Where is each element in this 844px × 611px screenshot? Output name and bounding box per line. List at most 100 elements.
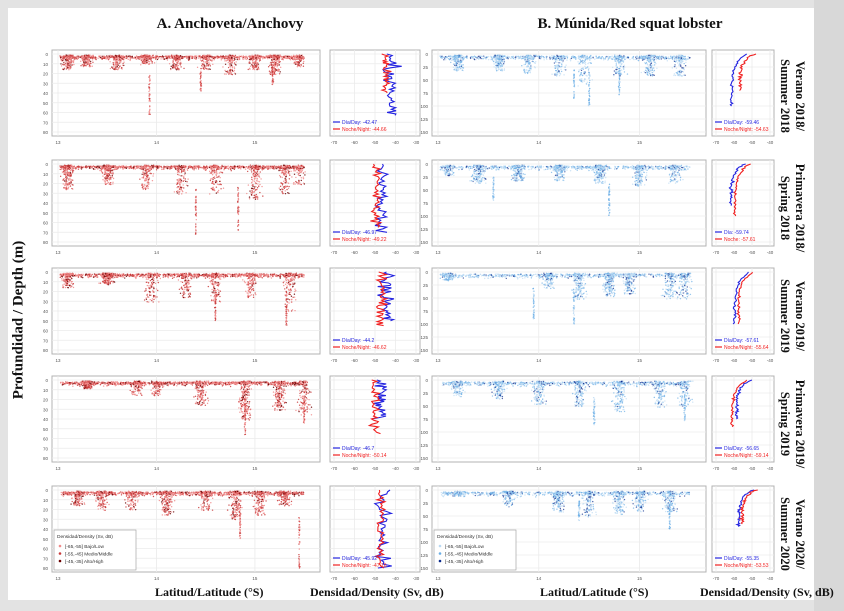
data-point <box>226 70 228 73</box>
data-point <box>582 68 585 70</box>
data-point <box>246 56 248 58</box>
data-point <box>497 62 499 65</box>
data-point <box>589 79 591 82</box>
data-point <box>649 64 652 66</box>
x-tick-label: -40 <box>392 140 399 145</box>
data-point <box>495 59 498 62</box>
data-point <box>267 66 270 68</box>
data-point <box>459 63 462 65</box>
data-point <box>673 74 675 77</box>
data-point <box>588 83 590 86</box>
data-point <box>203 68 206 70</box>
data-point <box>479 56 482 59</box>
data-point <box>77 168 80 170</box>
data-point <box>495 64 497 67</box>
data-point <box>149 57 152 59</box>
data-point <box>616 71 618 73</box>
data-point <box>84 59 86 61</box>
data-point <box>234 56 237 59</box>
data-point <box>653 71 655 73</box>
data-point <box>293 58 295 60</box>
data-point <box>233 69 236 72</box>
data-point <box>636 56 639 59</box>
data-point <box>235 64 237 66</box>
data-point <box>545 55 548 57</box>
data-point <box>279 66 282 69</box>
data-point <box>580 69 583 72</box>
data-point <box>573 77 575 80</box>
data-point <box>117 166 119 168</box>
data-point <box>73 59 75 61</box>
data-point <box>69 62 71 65</box>
data-point <box>573 93 575 95</box>
data-point <box>222 56 225 58</box>
data-point <box>252 62 254 65</box>
x-tick-label: -50 <box>749 140 756 145</box>
data-point <box>660 58 662 60</box>
data-point <box>144 54 146 56</box>
data-point <box>277 64 279 67</box>
data-point <box>291 57 293 60</box>
data-point <box>95 167 97 169</box>
data-point <box>449 56 451 59</box>
x-tick-label: -60 <box>351 140 358 145</box>
data-point <box>455 65 458 68</box>
data-point <box>63 64 65 66</box>
data-point <box>84 61 86 63</box>
data-point <box>133 56 136 58</box>
data-point <box>255 65 258 68</box>
data-point <box>640 71 642 74</box>
data-point <box>170 57 172 59</box>
data-point <box>86 55 89 57</box>
data-point <box>149 79 151 82</box>
data-point <box>533 66 536 68</box>
data-point <box>225 55 227 58</box>
data-point <box>109 54 111 57</box>
data-point <box>197 57 200 59</box>
data-point <box>460 67 462 70</box>
data-point <box>242 56 245 59</box>
data-point <box>573 84 576 86</box>
data-point <box>500 69 503 71</box>
data-point <box>64 184 66 187</box>
data-point <box>529 66 532 68</box>
data-point <box>154 55 157 58</box>
data-point <box>170 68 172 71</box>
data-point <box>648 61 651 64</box>
data-point <box>229 56 232 59</box>
data-point <box>73 165 75 168</box>
data-point <box>508 56 511 58</box>
data-point <box>490 56 493 58</box>
data-point <box>666 60 669 62</box>
data-point <box>294 59 297 61</box>
data-point <box>523 68 525 71</box>
data-point <box>532 56 535 58</box>
data-point <box>618 67 620 70</box>
data-point <box>86 57 88 59</box>
data-point <box>617 61 620 63</box>
data-point <box>94 168 96 170</box>
data-point <box>174 59 177 61</box>
data-point <box>553 62 556 64</box>
data-point <box>265 57 267 59</box>
data-point <box>161 168 163 171</box>
data-point <box>70 65 72 68</box>
data-point <box>493 60 495 63</box>
data-point <box>224 60 226 62</box>
data-point <box>258 60 261 62</box>
data-point <box>566 59 568 61</box>
data-point <box>471 57 474 59</box>
data-point <box>514 58 516 60</box>
data-point <box>618 63 620 65</box>
data-point <box>680 58 682 61</box>
data-point <box>502 58 505 61</box>
data-point <box>102 57 105 60</box>
data-point <box>224 63 227 65</box>
data-point <box>78 55 80 58</box>
data-point <box>274 55 277 58</box>
data-point <box>104 56 106 58</box>
data-point <box>462 56 464 58</box>
data-point <box>272 83 274 85</box>
data-point <box>246 58 248 61</box>
data-point <box>213 56 216 59</box>
